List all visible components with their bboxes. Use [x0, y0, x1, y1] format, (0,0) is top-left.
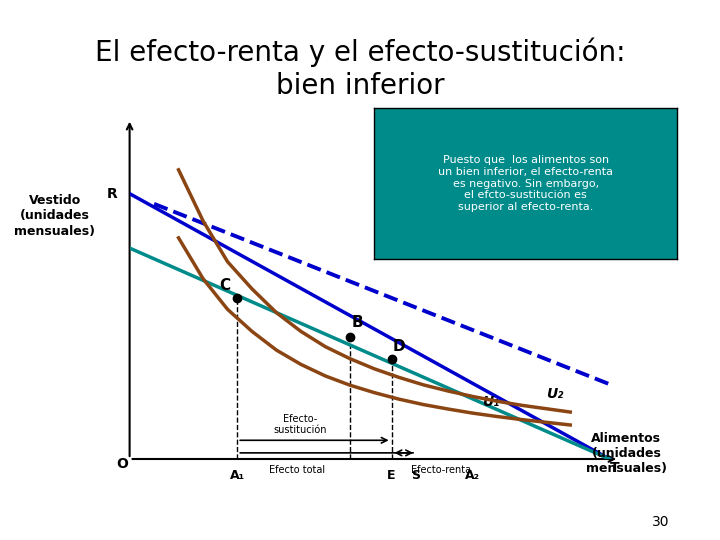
- Text: Vestido
(unidades
mensuales): Vestido (unidades mensuales): [14, 194, 95, 238]
- Text: T: T: [610, 461, 619, 475]
- Text: 30: 30: [652, 515, 670, 529]
- Text: Efecto-renta: Efecto-renta: [411, 465, 472, 475]
- Text: U₂: U₂: [546, 387, 563, 401]
- Text: A₁: A₁: [230, 469, 245, 482]
- Text: Efecto total: Efecto total: [269, 465, 325, 475]
- Text: Efecto-
sustitución: Efecto- sustitución: [273, 414, 326, 435]
- Text: Alimentos
(unidades
mensuales): Alimentos (unidades mensuales): [586, 432, 667, 475]
- Text: A₂: A₂: [465, 469, 480, 482]
- Text: R: R: [107, 187, 118, 201]
- Text: B: B: [351, 315, 363, 330]
- Text: S: S: [412, 469, 420, 482]
- Text: C: C: [220, 278, 230, 293]
- Text: O: O: [117, 457, 128, 471]
- Text: D: D: [392, 339, 405, 354]
- Text: Puesto que  los alimentos son
un bien inferior, el efecto-renta
es negativo. Sin: Puesto que los alimentos son un bien inf…: [438, 156, 613, 212]
- Text: E: E: [387, 469, 396, 482]
- Text: El efecto-renta y el efecto-sustitución:
bien inferior: El efecto-renta y el efecto-sustitución:…: [95, 38, 625, 100]
- Text: U₁: U₁: [482, 395, 500, 409]
